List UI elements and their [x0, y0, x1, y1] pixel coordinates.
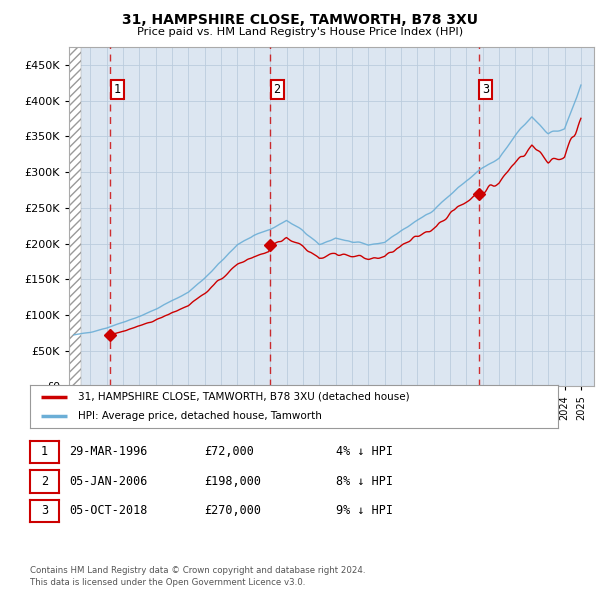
Text: 31, HAMPSHIRE CLOSE, TAMWORTH, B78 3XU (detached house): 31, HAMPSHIRE CLOSE, TAMWORTH, B78 3XU (…	[77, 392, 409, 402]
Text: 4% ↓ HPI: 4% ↓ HPI	[336, 445, 393, 458]
Text: 1: 1	[113, 83, 121, 96]
Text: 9% ↓ HPI: 9% ↓ HPI	[336, 504, 393, 517]
Text: Contains HM Land Registry data © Crown copyright and database right 2024.
This d: Contains HM Land Registry data © Crown c…	[30, 566, 365, 587]
Text: 3: 3	[41, 504, 48, 517]
Text: 2: 2	[41, 475, 48, 488]
Text: 2: 2	[274, 83, 281, 96]
Text: 8% ↓ HPI: 8% ↓ HPI	[336, 475, 393, 488]
Text: £198,000: £198,000	[204, 475, 261, 488]
Text: 29-MAR-1996: 29-MAR-1996	[69, 445, 148, 458]
Text: Price paid vs. HM Land Registry's House Price Index (HPI): Price paid vs. HM Land Registry's House …	[137, 27, 463, 37]
Text: £72,000: £72,000	[204, 445, 254, 458]
Bar	[69, 47, 81, 386]
Text: 1: 1	[41, 445, 48, 458]
Text: HPI: Average price, detached house, Tamworth: HPI: Average price, detached house, Tamw…	[77, 411, 322, 421]
Text: 3: 3	[482, 83, 489, 96]
Text: £270,000: £270,000	[204, 504, 261, 517]
Text: 05-OCT-2018: 05-OCT-2018	[69, 504, 148, 517]
Text: 05-JAN-2006: 05-JAN-2006	[69, 475, 148, 488]
Text: 31, HAMPSHIRE CLOSE, TAMWORTH, B78 3XU: 31, HAMPSHIRE CLOSE, TAMWORTH, B78 3XU	[122, 13, 478, 27]
